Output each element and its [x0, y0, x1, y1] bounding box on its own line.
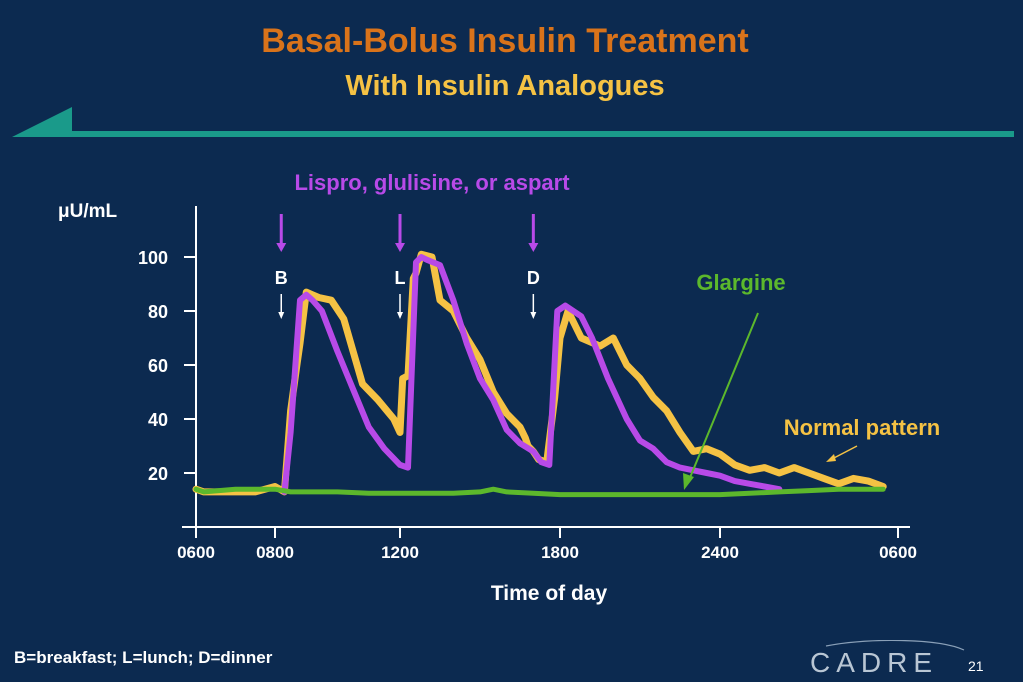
normal-pattern-label: Normal pattern [784, 415, 940, 440]
header-rule [72, 131, 1014, 137]
glargine-line [193, 486, 886, 498]
slide-title: Basal-Bolus Insulin Treatment [261, 22, 749, 60]
meal-label: B [275, 268, 288, 288]
slide-subtitle: With Insulin Analogues [345, 70, 665, 102]
injection-arrow-head [528, 243, 539, 252]
cadre-logo: CADRE [810, 640, 965, 676]
x-tick-label: 2400 [701, 543, 739, 562]
footer-legend: B=breakfast; L=lunch; D=dinner [14, 648, 273, 667]
y-tick-label: 60 [148, 356, 168, 376]
logo-text: CADRE [810, 647, 938, 676]
y-tick-label: 20 [148, 464, 168, 484]
lispro-line [281, 254, 783, 495]
x-tick-label: 0600 [879, 543, 917, 562]
injection-label: Lispro, glulisine, or aspart [294, 170, 570, 195]
glargine-pointer-head [683, 473, 694, 490]
x-tick-label: 1200 [381, 543, 419, 562]
x-axis-label: Time of day [491, 582, 608, 605]
glargine-pointer [688, 312, 759, 481]
x-tick-label: 0800 [256, 543, 294, 562]
meal-label: L [395, 268, 406, 288]
meal-arrow-head [397, 312, 403, 319]
x-tick-label: 1800 [541, 543, 579, 562]
glargine-label: Glargine [696, 270, 785, 295]
y-tick-label: 100 [138, 248, 168, 268]
normal-pattern-pointer-head [826, 454, 836, 462]
y-axis-label: μU/mL [58, 201, 118, 222]
header-triangle [12, 107, 72, 137]
y-tick-label: 80 [148, 302, 168, 322]
y-tick-label: 40 [148, 410, 168, 430]
meal-arrow-head [530, 312, 537, 319]
injection-arrow-head [276, 243, 287, 252]
slide-number: 21 [968, 658, 984, 674]
x-tick-label: 0600 [177, 543, 215, 562]
injection-arrow-head [395, 243, 405, 252]
normal-pattern-pointer [831, 445, 858, 460]
meal-arrow-head [278, 312, 285, 319]
meal-label: D [527, 268, 540, 288]
normal-pattern-line [192, 250, 887, 496]
